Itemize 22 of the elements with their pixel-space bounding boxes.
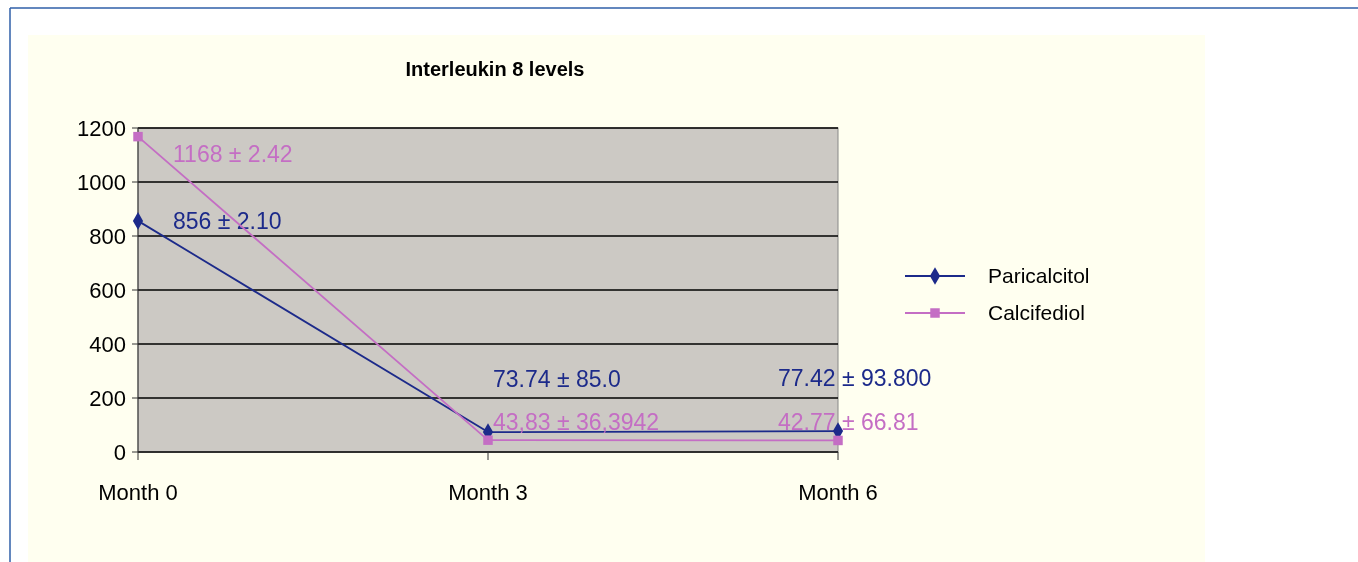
chart-title: Interleukin 8 levels [405,58,585,80]
data-label: 43,83 ± 36,3942 [493,409,660,436]
y-tick-label: 800 [89,223,126,249]
legend-label: Calcifediol [988,301,1085,325]
data-label: 856 ± 2.10 [173,207,282,234]
point [483,435,493,445]
legend-label: Paricalcitol [988,264,1090,288]
y-tick-label: 600 [89,277,126,303]
x-tick-label: Month 6 [798,480,878,505]
point [833,435,843,446]
y-tick-label: 400 [89,331,126,357]
data-label: 77.42 ± 93.800 [778,365,932,392]
data-label: 1168 ± 2.42 [173,140,293,167]
x-tick-label: Month 0 [98,480,178,505]
point [133,131,143,142]
y-tick-label: 200 [89,385,126,411]
data-label: 73.74 ± 85.0 [493,366,621,393]
x-tick-label: Month 3 [448,480,528,505]
y-tick-label: 0 [113,439,126,465]
y-tick-label: 1000 [77,169,126,195]
y-tick-label: 1200 [77,115,126,141]
data-label: 42.77 ± 66.81 [778,409,919,436]
